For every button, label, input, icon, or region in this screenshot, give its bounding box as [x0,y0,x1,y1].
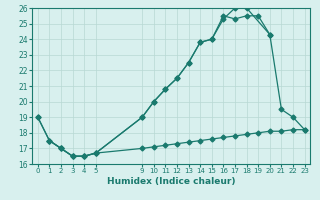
X-axis label: Humidex (Indice chaleur): Humidex (Indice chaleur) [107,177,236,186]
